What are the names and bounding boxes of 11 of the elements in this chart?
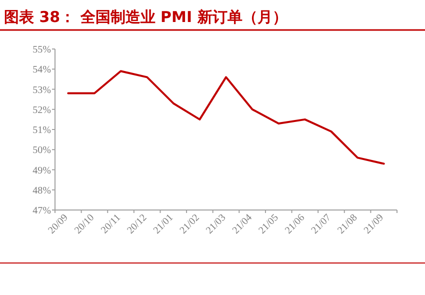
y-tick-label: 49% bbox=[32, 165, 51, 176]
line-series bbox=[67, 70, 385, 165]
y-tick-label: 55% bbox=[32, 44, 51, 56]
y-tick-label: 48% bbox=[32, 185, 51, 196]
y-tick-label: 50% bbox=[32, 145, 51, 156]
y-tick-label: 53% bbox=[32, 84, 51, 96]
chart-title: 图表 38： 全国制造业 PMI 新订单（月） bbox=[4, 8, 288, 26]
y-tick-label: 51% bbox=[32, 125, 51, 136]
y-tick-label: 52% bbox=[32, 104, 51, 116]
y-tick-label: 47% bbox=[32, 206, 51, 216]
y-tick-label: 54% bbox=[32, 64, 51, 76]
